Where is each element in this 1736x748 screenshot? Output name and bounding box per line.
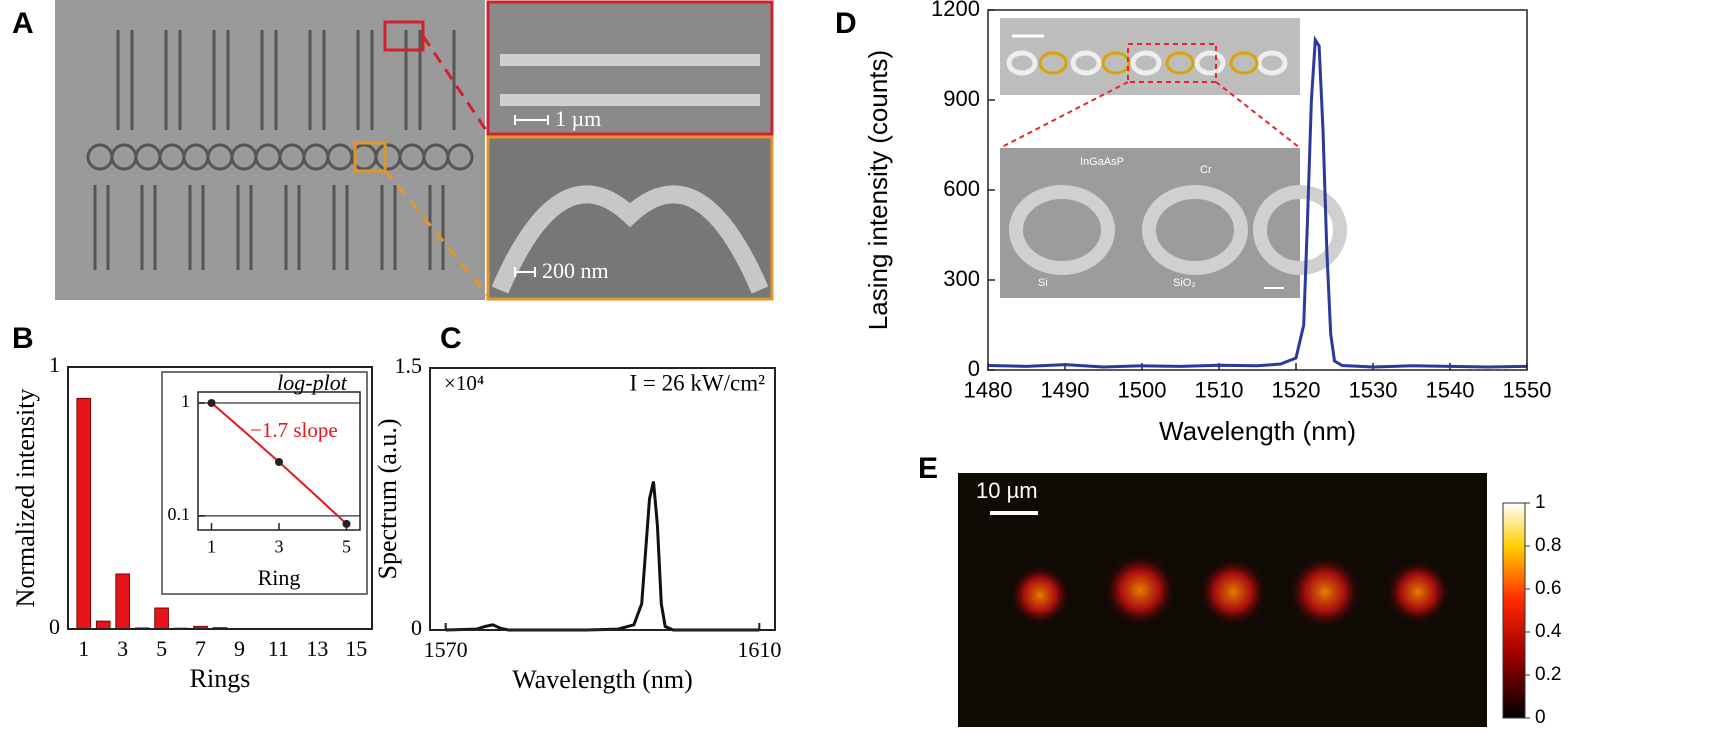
annotation: I = 26 kW/cm²: [630, 370, 766, 395]
x-tick-label: 1510: [1195, 378, 1244, 403]
y-tick-label: 1: [49, 352, 60, 377]
data-point: [207, 398, 216, 407]
x-axis-label: Wavelength (nm): [1159, 416, 1356, 446]
y-tick-label: 0.1: [168, 504, 191, 524]
colorbar-tick-label: 0.6: [1535, 578, 1561, 599]
panel-label: A: [12, 7, 34, 40]
y-axis-label: Normalized intensity: [11, 389, 40, 608]
panel-label: B: [12, 322, 34, 355]
x-tick-label: 1540: [1426, 378, 1475, 403]
scale-bar-label: 10 µm: [976, 478, 1038, 503]
inset-label: Si: [1038, 277, 1048, 289]
inset-title: log-plot: [277, 370, 348, 395]
x-tick-label: 1530: [1349, 378, 1398, 403]
x-tick-label: 1490: [1041, 378, 1090, 403]
bar: [154, 607, 169, 630]
x-tick-label: 1610: [737, 637, 781, 662]
colorbar-tick-label: 0.8: [1535, 535, 1561, 556]
y-tick-label: 1.5: [395, 353, 423, 378]
y-tick-label: 600: [943, 176, 980, 201]
plot-frame: [67, 366, 373, 630]
sem-inset-d: [999, 18, 1347, 298]
y-tick-label: 1: [181, 391, 190, 411]
bar: [76, 397, 92, 630]
x-tick-label: 3: [275, 536, 284, 556]
x-tick-label: 1480: [964, 378, 1013, 403]
y-tick-label: 0: [49, 614, 60, 639]
y-tick-label: 0: [411, 615, 422, 640]
colorbar-tick-label: 0: [1535, 707, 1546, 728]
x-tick-label: 1570: [424, 637, 468, 662]
x-tick-label: 15: [345, 636, 367, 661]
sem-image-a: [55, 0, 774, 301]
x-axis-label: Ring: [258, 565, 301, 590]
y-axis-label: Lasing intensity (counts): [863, 50, 893, 330]
plot-frame: [429, 367, 776, 631]
y-tick-label: 0: [968, 356, 980, 381]
x-tick-label: 13: [306, 636, 328, 661]
x-tick-label: 11: [268, 636, 289, 661]
y-axis-label: Spectrum (a.u.): [373, 418, 402, 579]
y-tick-label: 1200: [931, 0, 980, 21]
panel-label: E: [918, 452, 938, 485]
series-line: [445, 481, 760, 632]
colorbar-tick-label: 0.4: [1535, 621, 1562, 642]
data-point: [342, 519, 351, 528]
x-axis-label: Rings: [190, 664, 251, 693]
y-tick-label: 300: [943, 266, 980, 291]
data-point: [275, 458, 283, 467]
bar: [115, 573, 130, 630]
x-axis-label: Wavelength (nm): [512, 665, 693, 694]
x-tick-label: 9: [234, 636, 245, 661]
colorbar-tick-label: 1: [1535, 492, 1546, 513]
y-multiplier: ×10⁴: [444, 371, 484, 395]
y-tick-label: 900: [943, 86, 980, 111]
panel-label: D: [835, 7, 857, 40]
x-tick-label: 1500: [1118, 378, 1167, 403]
panel-label: C: [440, 322, 462, 355]
x-tick-label: 1520: [1272, 378, 1321, 403]
bar: [95, 620, 111, 630]
x-tick-label: 5: [156, 636, 167, 661]
scale-bar-label: 200 nm: [542, 258, 609, 283]
x-tick-label: 1: [207, 536, 216, 556]
inset-label: InGaAsP: [1080, 156, 1124, 168]
x-tick-label: 3: [117, 636, 128, 661]
annotation: −1.7 slope: [250, 418, 338, 442]
inset-label: Cr: [1200, 164, 1212, 176]
x-tick-label: 1: [78, 636, 89, 661]
scale-bar-label: 1 µm: [555, 106, 601, 131]
plot-frame: [197, 391, 361, 531]
inset-label: SiO₂: [1173, 277, 1196, 289]
heatmap-image-e: [958, 473, 1526, 727]
x-tick-label: 1550: [1503, 378, 1552, 403]
plot-frame: [987, 9, 1528, 371]
series-line: [987, 35, 1528, 369]
inset-background: [161, 371, 368, 595]
colorbar-tick-label: 0.2: [1535, 664, 1561, 685]
x-tick-label: 5: [342, 536, 351, 556]
x-tick-label: 7: [195, 636, 206, 661]
